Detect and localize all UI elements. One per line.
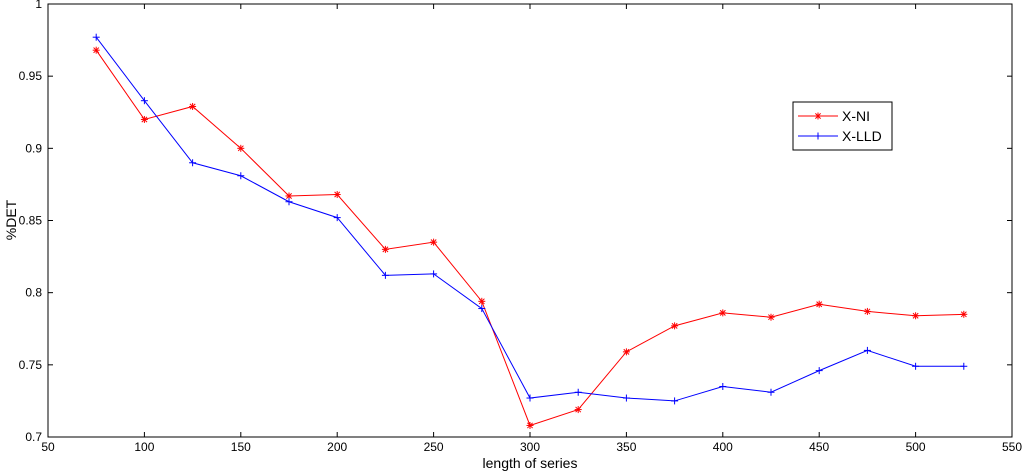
y-tick-label: 0.9 [25, 141, 42, 155]
y-tick-label: 0.8 [25, 286, 42, 300]
data-point-x-ni [526, 421, 534, 429]
x-tick-label: 100 [134, 440, 154, 454]
data-point-x-lld [574, 388, 582, 396]
data-point-x-lld [526, 394, 534, 402]
data-point-x-ni [767, 313, 775, 321]
data-point-x-ni [671, 322, 679, 330]
y-tick-label: 1 [35, 0, 42, 11]
data-point-x-lld [430, 270, 438, 278]
legend-label-x-ni: X-NI [842, 108, 870, 124]
x-tick-label: 500 [906, 440, 926, 454]
x-tick-label: 250 [424, 440, 444, 454]
data-point-x-ni [478, 297, 486, 305]
data-point-x-lld [478, 305, 486, 313]
axis-ticks: 50 100 150 200 250 300 350 400 450 500 550 0.7 0.75 0… [19, 0, 1023, 454]
x-tick-label: 450 [809, 440, 829, 454]
data-point-x-ni [574, 406, 582, 414]
x-tick-label: 150 [231, 440, 251, 454]
data-point-x-ni [719, 309, 727, 317]
data-point-x-lld [92, 33, 100, 41]
data-point-x-lld [815, 367, 823, 375]
legend-label-x-lld: X-LLD [842, 128, 882, 144]
data-point-x-lld [140, 97, 148, 105]
legend-marker-x-lld [814, 132, 822, 140]
data-point-x-ni [430, 238, 438, 246]
y-tick-label: 0.85 [19, 214, 43, 228]
x-tick-label: 400 [713, 440, 733, 454]
x-tick-label: 350 [616, 440, 636, 454]
legend-marker-glyph-x-ni [814, 112, 822, 120]
plot-area [47, 3, 1013, 438]
legend-marker-glyph-x-lld [814, 132, 822, 140]
x-tick-label: 300 [520, 440, 540, 454]
data-point-x-lld [285, 198, 293, 206]
data-point-x-lld [237, 172, 245, 180]
data-point-x-ni [140, 115, 148, 123]
data-point-x-lld [189, 159, 197, 167]
x-tick-label: 200 [327, 440, 347, 454]
y-axis-title: %DET [3, 199, 19, 240]
x-tick-label: 550 [1002, 440, 1022, 454]
data-point-x-lld [381, 271, 389, 279]
legend: X-NI X-LLD [792, 101, 893, 151]
legend-box [792, 101, 893, 151]
series-layer [92, 33, 968, 429]
x-axis-title: length of series [483, 455, 578, 471]
data-point-x-ni [863, 307, 871, 315]
y-tick-label: 0.7 [25, 430, 42, 444]
data-point-x-lld [863, 346, 871, 354]
data-point-x-lld [671, 397, 679, 405]
data-point-x-ni [960, 310, 968, 318]
data-point-x-ni [912, 312, 920, 320]
data-point-x-lld [960, 362, 968, 370]
data-point-x-ni [381, 245, 389, 253]
data-point-x-ni [333, 191, 341, 199]
data-point-x-ni [237, 144, 245, 152]
data-point-x-lld [333, 214, 341, 222]
data-point-x-lld [767, 388, 775, 396]
data-point-x-lld [622, 394, 630, 402]
data-point-x-lld [719, 382, 727, 390]
y-tick-label: 0.95 [19, 69, 43, 83]
data-point-x-ni [92, 46, 100, 54]
x-tick-label: 50 [41, 440, 55, 454]
y-tick-label: 0.75 [19, 358, 43, 372]
data-point-x-lld [912, 362, 920, 370]
data-point-x-ni [189, 102, 197, 110]
legend-marker-x-ni [814, 112, 822, 120]
data-point-x-ni [815, 300, 823, 308]
data-point-x-ni [622, 348, 630, 356]
